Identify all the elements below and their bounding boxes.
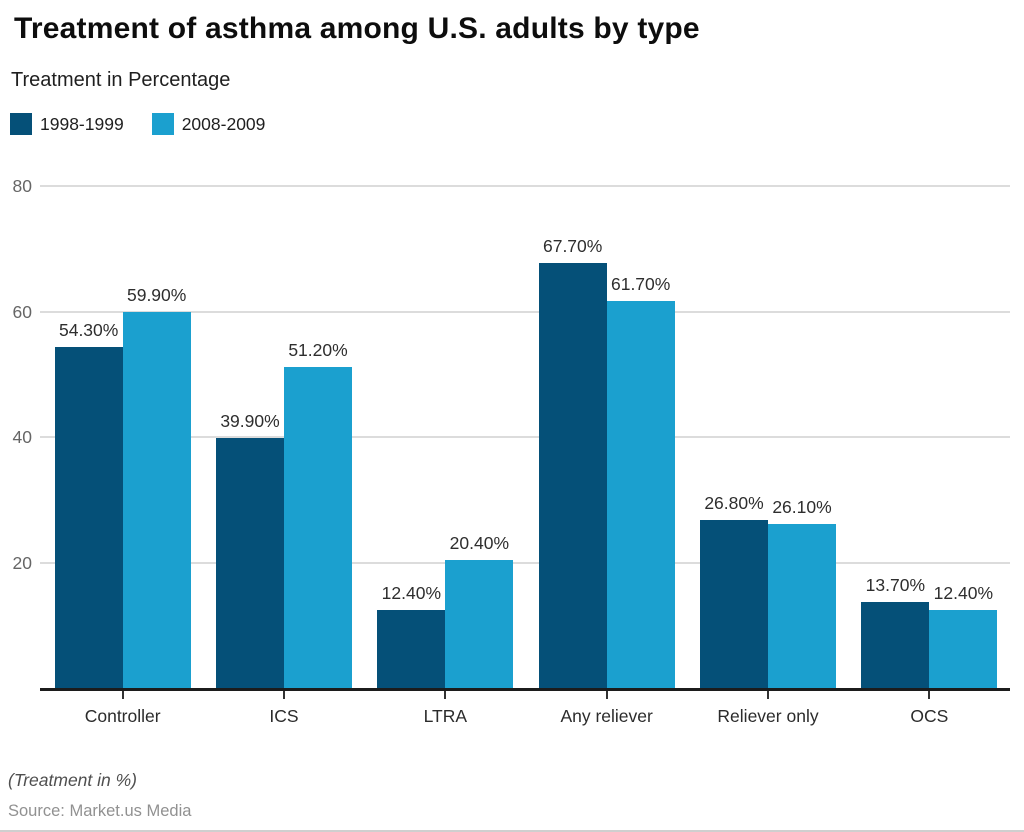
x-axis-tick — [444, 691, 447, 699]
bar-1998-1999-LTRA — [377, 610, 446, 688]
bar-value-label: 20.40% — [449, 532, 510, 553]
bar-value-label: 13.70% — [865, 575, 926, 596]
category-label: OCS — [910, 706, 949, 726]
bar-2008-2009-LTRA — [445, 559, 514, 688]
category-label: Any reliever — [560, 706, 653, 726]
category-label: LTRA — [423, 706, 468, 726]
gridline-20 — [40, 561, 1010, 564]
bar-1998-1999-ICS — [216, 437, 284, 688]
bar-2008-2009-Any reliever — [606, 300, 675, 688]
legend-item: 2008-2009 — [151, 113, 266, 135]
x-axis-tick — [605, 691, 608, 699]
bar-value-label: 12.40% — [933, 583, 994, 604]
gridline-80 — [40, 185, 1010, 187]
bar-1998-1999-OCS — [861, 602, 930, 688]
bar-2008-2009-Controller — [122, 312, 191, 688]
bar-value-label: 61.70% — [610, 273, 671, 294]
bar-value-label: 59.90% — [126, 285, 187, 306]
y-tick-label: 60 — [12, 301, 32, 322]
gridline-60 — [40, 310, 1010, 313]
chart-subtitle: Treatment in Percentage — [11, 69, 231, 91]
bar-value-label: 26.80% — [704, 492, 764, 513]
legend-item: 1998-1999 — [10, 113, 124, 135]
source-attribution: Source: Market.us Media — [8, 802, 192, 820]
x-axis-line — [40, 688, 1010, 691]
bar-2008-2009-ICS — [284, 366, 352, 688]
x-axis-tick — [767, 691, 769, 699]
legend-label: 1998-1999 — [40, 113, 124, 134]
category-label: Reliever only — [717, 706, 819, 726]
bar-2008-2009-Reliever only — [768, 524, 836, 688]
x-axis-tick — [121, 691, 124, 699]
bar-value-label: 67.70% — [542, 236, 603, 257]
y-tick-label: 20 — [12, 552, 32, 573]
bar-1998-1999-Any reliever — [538, 263, 607, 688]
chart-title: Treatment of asthma among U.S. adults by… — [14, 12, 700, 45]
bar-1998-1999-Controller — [54, 347, 123, 688]
bar-2008-2009-OCS — [929, 610, 998, 688]
legend-label: 2008-2009 — [181, 113, 266, 134]
legend-swatch-icon — [151, 113, 174, 135]
bar-value-label: 54.30% — [58, 320, 119, 341]
x-axis-tick — [283, 691, 285, 699]
bar-value-label: 26.10% — [772, 497, 832, 518]
y-tick-label: 40 — [12, 427, 32, 447]
legend-swatch-icon — [10, 113, 32, 135]
category-label: ICS — [269, 706, 299, 726]
y-tick-label: 80 — [12, 176, 32, 196]
bar-value-label: 51.20% — [288, 339, 348, 360]
category-label: Controller — [84, 706, 161, 726]
bar-value-label: 39.90% — [220, 410, 280, 431]
gridline-40 — [40, 436, 1010, 438]
chart-footnote: (Treatment in %) — [8, 770, 138, 790]
x-axis-tick — [928, 691, 931, 699]
bar-1998-1999-Reliever only — [700, 519, 768, 688]
chart-legend: 1998-1999 2008-2009 — [10, 113, 265, 135]
bar-value-label: 12.40% — [381, 583, 442, 604]
